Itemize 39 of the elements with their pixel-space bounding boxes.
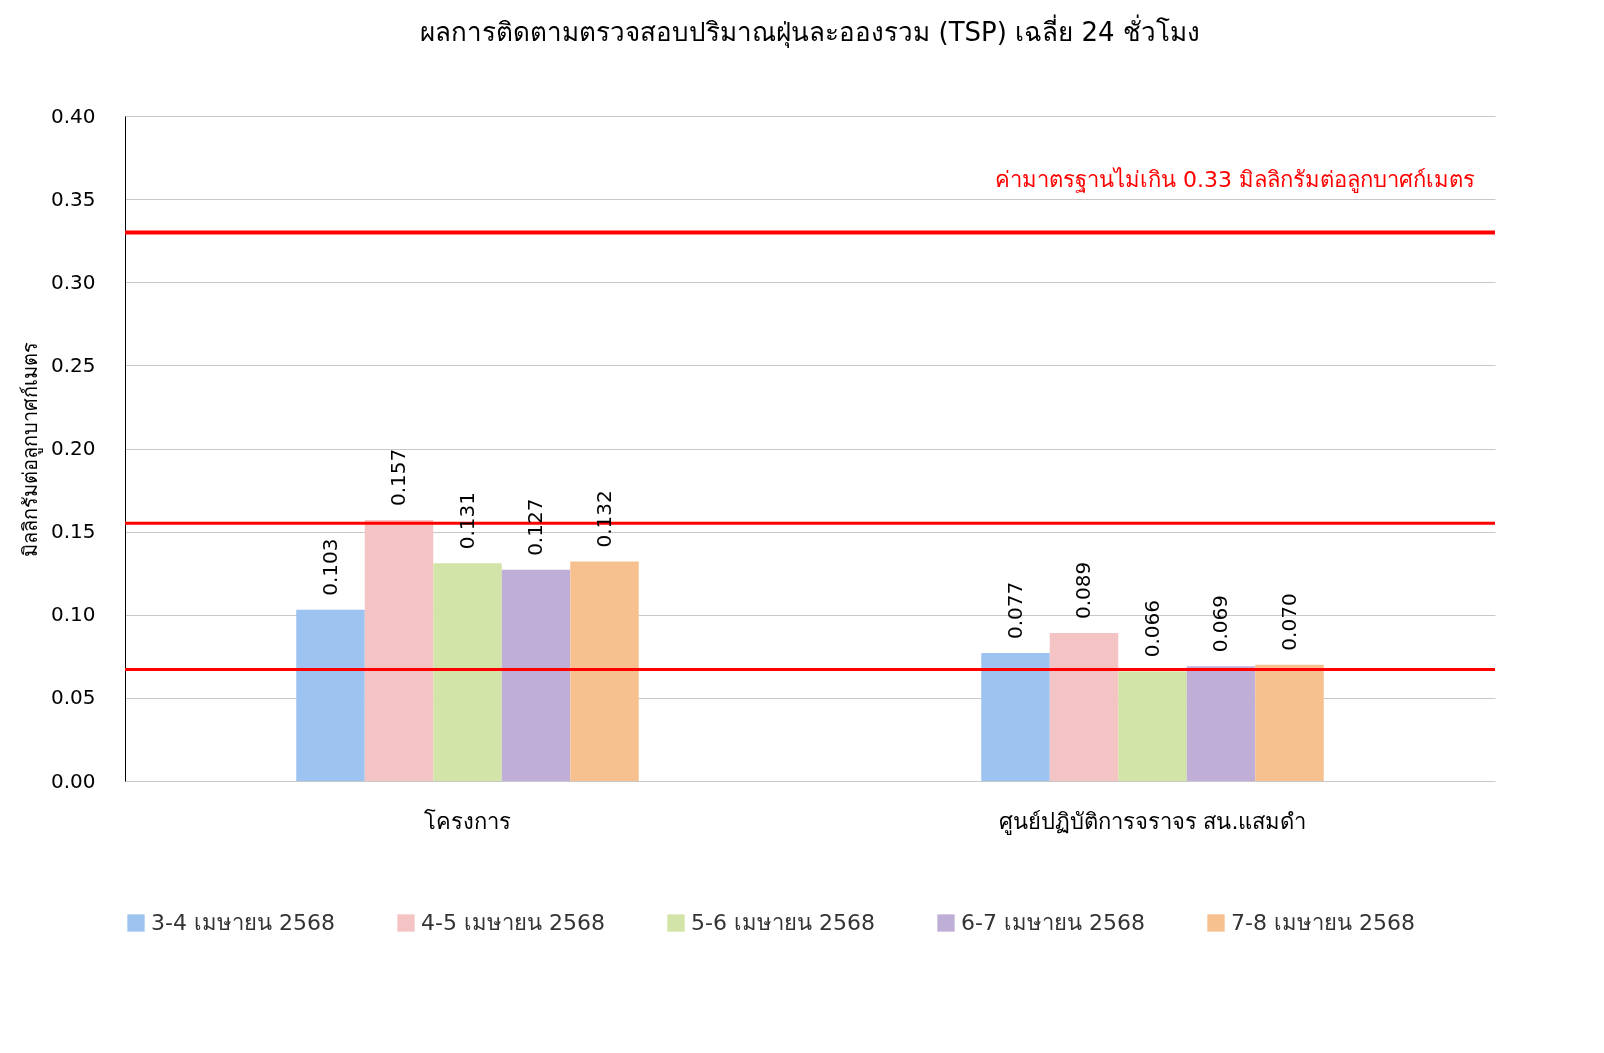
bar [570,561,639,781]
legend-label: 6-7 เมษายน 2568 [961,910,1145,935]
data-label: 0.131 [454,491,479,550]
y-tick-label: 0.05 [50,685,96,710]
y-tick-label: 0.20 [50,436,96,460]
legend-label: 5-6 เมษายน 2568 [691,910,875,935]
legend-label: 7-8 เมษายน 2568 [1231,910,1415,935]
chart-title: ผลการติดตามตรวจสอบปริมาณฝุ่นละอองรวม (TSP) เฉลี่ย 24 ชั่วโมง [420,14,1200,48]
data-label: 0.066 [1139,600,1164,658]
data-label: 0.103 [317,538,342,596]
data-label: 0.069 [1208,595,1232,653]
y-tick-label: 0.40 [50,103,96,128]
bar [364,519,434,781]
y-tick-label: 0.00 [50,768,96,793]
data-label: 0.077 [1002,581,1027,639]
x-tick-label: ศูนย์ปฏิบัติการจราจร สน.แสมดำ [998,808,1307,835]
data-label: 0.070 [1276,593,1301,651]
bar [501,569,571,781]
x-tick-label: โครงการ [424,808,511,834]
bar [296,609,365,781]
y-tick-label: 0.35 [50,186,96,211]
y-tick-label: 0.15 [50,519,96,544]
legend-label: 4-5 เมษายน 2568 [421,910,605,935]
data-label: 0.089 [1071,561,1095,620]
y-tick-label: 0.30 [50,269,96,294]
data-label: 0.157 [386,448,410,506]
bar [1186,666,1256,781]
bar [433,563,502,781]
y-tick-label: 0.10 [50,602,96,627]
ref-line-label: ค่ามาตรฐานไม่เกิน 0.33 มิลลิกรัมต่อลูกบาศก์เมตร [995,167,1475,194]
bar [1118,671,1187,781]
bar [981,652,1050,781]
data-label: 0.127 [523,498,547,556]
y-tick-label: 0.25 [50,352,96,377]
bar [1049,633,1119,781]
bar [1255,664,1324,781]
y-axis-title: มิลลิกรัมต่อลูกบาศก์เมตร [17,341,43,557]
data-label: 0.132 [591,490,616,548]
legend-label: 3-4 เมษายน 2568 [151,910,335,935]
